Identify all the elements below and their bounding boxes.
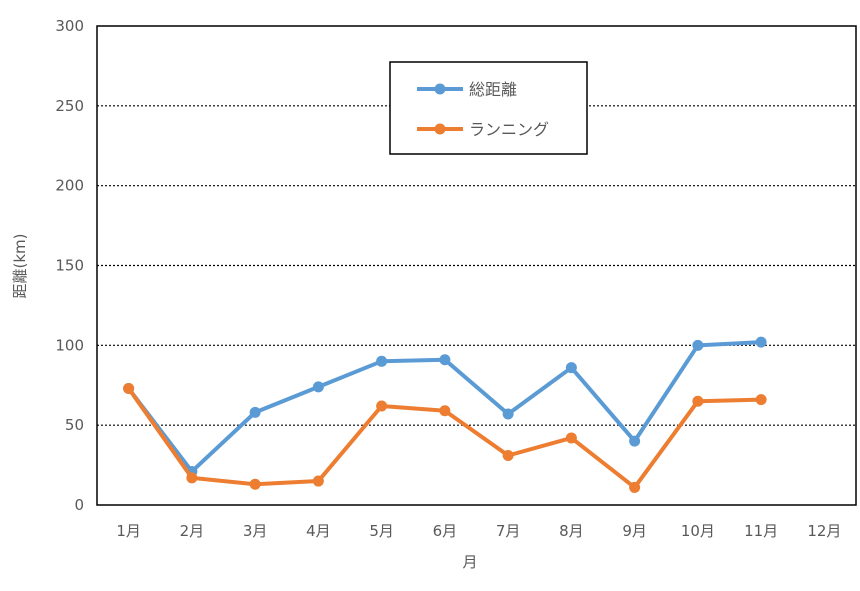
data-point bbox=[312, 381, 324, 393]
data-point bbox=[502, 450, 514, 462]
data-point bbox=[692, 339, 704, 351]
data-point bbox=[565, 362, 577, 374]
y-tick-label: 250 bbox=[55, 97, 84, 115]
data-point bbox=[186, 472, 198, 484]
data-point bbox=[249, 478, 261, 490]
x-tick-label: 5月 bbox=[369, 522, 394, 540]
x-axis-title: 月 bbox=[462, 553, 477, 571]
legend-swatch-marker bbox=[434, 83, 446, 95]
x-tick-label: 3月 bbox=[243, 522, 268, 540]
y-tick-label: 50 bbox=[65, 416, 84, 434]
data-point bbox=[123, 382, 135, 394]
y-axis-title: 距離(km) bbox=[11, 233, 29, 298]
y-tick-label: 0 bbox=[74, 496, 84, 514]
data-point bbox=[439, 354, 451, 366]
plot-area-border bbox=[96, 25, 857, 506]
x-tick-label: 1月 bbox=[116, 522, 141, 540]
x-tick-label: 12月 bbox=[807, 522, 841, 540]
x-tick-label: 9月 bbox=[622, 522, 647, 540]
x-tick-label: 8月 bbox=[559, 522, 584, 540]
data-point bbox=[376, 355, 388, 367]
data-point bbox=[692, 395, 704, 407]
data-point bbox=[249, 406, 261, 418]
data-point bbox=[565, 432, 577, 444]
series-line bbox=[126, 387, 762, 490]
x-axis-ticks: 1月 2月 3月 4月 5月 6月 7月 8月 9月 10月 11月 12月 bbox=[116, 522, 841, 540]
y-axis-ticks: 0 50 100 150 200 250 300 bbox=[55, 17, 84, 514]
y-tick-label: 100 bbox=[55, 336, 84, 354]
data-point bbox=[312, 475, 324, 487]
data-point bbox=[629, 435, 641, 447]
data-point bbox=[502, 408, 514, 420]
x-tick-label: 6月 bbox=[433, 522, 458, 540]
legend-label: 総距離 bbox=[469, 80, 517, 99]
y-tick-label: 150 bbox=[55, 257, 84, 275]
y-tick-label: 200 bbox=[55, 177, 84, 195]
x-tick-label: 11月 bbox=[744, 522, 778, 540]
data-point bbox=[755, 394, 767, 406]
data-point bbox=[376, 400, 388, 412]
series-group bbox=[123, 336, 767, 493]
x-tick-label: 10月 bbox=[681, 522, 715, 540]
x-tick-label: 7月 bbox=[496, 522, 521, 540]
data-point bbox=[629, 481, 641, 493]
x-tick-label: 4月 bbox=[306, 522, 331, 540]
legend-swatch-marker bbox=[434, 123, 446, 135]
legend-box bbox=[389, 61, 588, 155]
x-tick-label: 2月 bbox=[180, 522, 205, 540]
y-tick-label: 300 bbox=[55, 17, 84, 35]
data-point bbox=[755, 336, 767, 348]
legend-label: ランニング bbox=[469, 120, 549, 139]
data-point bbox=[439, 405, 451, 417]
